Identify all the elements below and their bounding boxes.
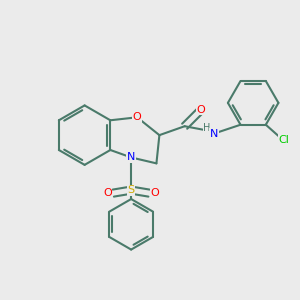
Text: O: O bbox=[133, 112, 142, 122]
Text: O: O bbox=[196, 105, 206, 115]
Text: O: O bbox=[103, 188, 112, 198]
Text: Cl: Cl bbox=[278, 135, 289, 145]
Text: O: O bbox=[151, 188, 159, 198]
Text: N: N bbox=[210, 129, 218, 139]
Text: S: S bbox=[128, 185, 135, 195]
Text: N: N bbox=[127, 152, 135, 162]
Text: H: H bbox=[203, 123, 211, 133]
